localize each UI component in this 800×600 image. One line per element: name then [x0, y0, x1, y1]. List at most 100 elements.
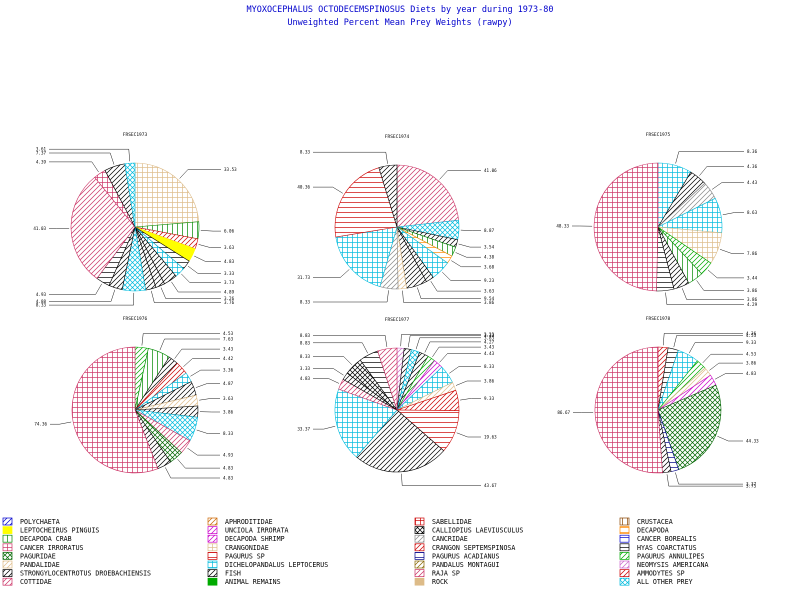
slice-label: 41.03 [33, 226, 46, 231]
legend-entry: RAJA SP [414, 569, 460, 578]
pie-title: FRSEC1973 [123, 132, 148, 138]
slice-label: 8.83 [300, 340, 311, 345]
slice-label: 4.42 [223, 356, 234, 361]
slice-label: 8.83 [300, 333, 311, 338]
legend-swatch [414, 560, 425, 569]
leader-line [451, 260, 481, 268]
legend-swatch [619, 560, 630, 569]
legend-entry: CRANGON SEPTEMSPINOSA [414, 543, 515, 552]
legend-label: CANCER IRRORATUS [20, 544, 84, 552]
legend-entry: HYAS COARCTATUS [619, 543, 697, 552]
legend-label: AMMODYTES SP [637, 570, 685, 578]
leader-line [456, 432, 481, 438]
legend-label: PAGURUS ANNULIPES [637, 552, 705, 560]
leader-line [313, 342, 368, 354]
slice-label: 3.36 [223, 368, 234, 373]
pie-slice [594, 346, 663, 474]
legend-entry: SABELLIDAE [414, 517, 472, 526]
leader-line [313, 425, 336, 430]
slice-label: 8.33 [300, 354, 311, 359]
legend-swatch [207, 569, 218, 577]
leader-line [709, 362, 743, 371]
leader-line [194, 255, 221, 262]
slice-label: 3.86 [484, 379, 495, 384]
legend-entry: CANCER IRRORATUS [2, 543, 84, 552]
slice-label: 8.33 [223, 431, 234, 436]
slice-label: 4.53 [746, 352, 757, 357]
leader-line [159, 338, 220, 351]
legend-swatch [2, 569, 13, 577]
leader-line [665, 292, 744, 305]
pie-title: FRSEC1977 [385, 317, 410, 323]
legend-swatch [414, 534, 425, 543]
slice-label: 7.86 [747, 251, 758, 256]
legend-entry: UNCIOLA IRRORATA [207, 526, 289, 535]
legend-label: LEPTOCHEIRUS PINGUIS [20, 527, 99, 535]
legend-swatch [2, 517, 13, 526]
legend-label: PAGURIDAE [20, 552, 56, 560]
slice-label: 3.43 [223, 347, 234, 352]
legend-swatch [2, 534, 13, 543]
slice-label: 9.33 [484, 396, 495, 401]
legend-swatch [207, 560, 218, 569]
legend-label: NEOMYSIS AMERICANA [637, 561, 708, 569]
legend-entry: CRANGONIDAE [207, 543, 269, 552]
leader-line [442, 271, 481, 281]
legend-label: HYAS COARCTATUS [637, 544, 697, 552]
leader-line [187, 447, 220, 456]
leader-line [430, 281, 481, 292]
leader-line [313, 378, 340, 384]
legend-label: STRONGYLOCENTROTUS DROEBACHIENSIS [20, 570, 151, 578]
slice-label: 4.83 [746, 371, 757, 376]
slice-label: 4.53 [746, 333, 757, 338]
leader-line [417, 287, 481, 299]
leader-line [313, 186, 343, 194]
slice-label: 43.67 [484, 483, 497, 488]
legend-swatch [414, 543, 425, 552]
legend-label: ANIMAL REMAINS [225, 578, 281, 586]
legend-label: CANCRIDAE [432, 535, 468, 543]
leader-line [195, 383, 220, 388]
leader-line [722, 212, 744, 216]
legend-entry: CALLIOPIUS LAEVIUSCULUS [414, 526, 523, 535]
leader-line [455, 380, 481, 386]
legend-label: CRANGONIDAE [225, 544, 269, 552]
slice-label: 8.36 [747, 149, 758, 154]
leader-line [49, 289, 116, 302]
legend-swatch [619, 577, 630, 586]
leader-line [313, 356, 353, 365]
slice-label: 31.73 [297, 275, 310, 280]
slice-label: 4.83 [223, 466, 234, 471]
legend-label: PAGURUS SP [225, 552, 265, 560]
legend-entry: DECAPODA CRAB [2, 534, 72, 543]
slice-label: 4.88 [36, 299, 47, 304]
slice-label: 3.63 [484, 289, 495, 294]
leader-line [455, 252, 481, 258]
legend-label: SABELLIDAE [432, 518, 472, 526]
legend-label: POLYCHAETA [20, 518, 60, 526]
pie-title: FRSEC1974 [385, 134, 410, 140]
leader-line [49, 161, 99, 173]
leader-line [415, 337, 481, 350]
leader-line [49, 292, 135, 306]
leader-line [313, 290, 389, 303]
pie-frsec1977: FRSEC19773.233.333.834.273.434.438.333.8… [297, 317, 497, 488]
legend-label: DECAPODA CRAB [20, 535, 72, 543]
leader-line [675, 472, 743, 485]
slice-label: 4.43 [484, 351, 495, 356]
pie-frsec1978: FRSEC19784.364.539.334.533.864.8344.333.… [557, 316, 759, 489]
legend-entry: NEOMYSIS AMERICANA [619, 560, 708, 569]
pie-title: FRSEC1978 [646, 316, 671, 322]
legend-label: UNCIOLA IRRORATA [225, 527, 289, 535]
slice-label: 4.27 [484, 339, 495, 344]
slice-label: 3.83 [484, 335, 495, 340]
slice-label: 4.93 [223, 453, 234, 458]
leader-line [50, 421, 72, 425]
slice-label: 3.63 [224, 245, 235, 250]
legend-swatch [2, 577, 13, 586]
slice-label: 40.36 [297, 185, 310, 190]
legend-label: DECAPODA [637, 527, 669, 535]
leader-line [181, 273, 221, 283]
legend-label: PANDALIDAE [20, 561, 60, 569]
